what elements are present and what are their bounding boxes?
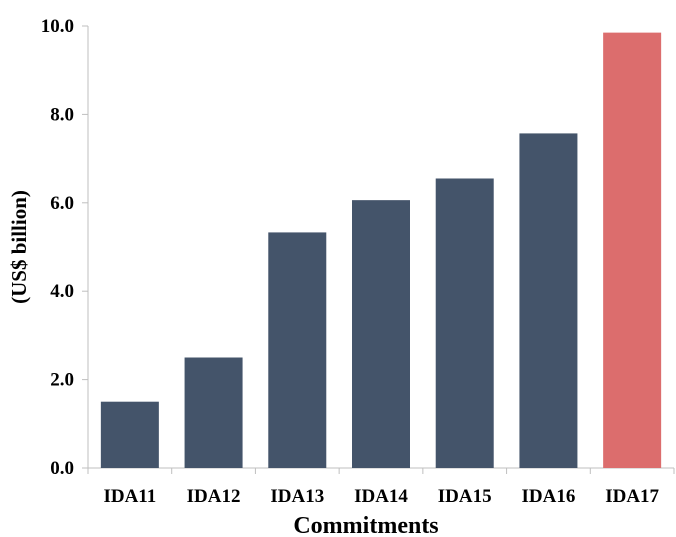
x-tick-label: IDA16 (522, 486, 576, 507)
y-tick-label: 8.0 (50, 104, 74, 125)
bars (100, 32, 662, 469)
bar-ida16 (519, 133, 578, 468)
x-axis-title: Commitments (293, 513, 438, 537)
x-axis-ticks: IDA11 IDA12 IDA13 IDA14 IDA15 IDA16 IDA17 (87, 468, 675, 507)
y-tick-label: 10.0 (41, 16, 74, 37)
bar-ida12 (184, 357, 243, 468)
y-tick-label: 6.0 (50, 193, 74, 214)
bar-ida14 (352, 200, 410, 468)
x-tick-label: IDA15 (438, 486, 492, 507)
y-axis-ticks: 0.0 2.0 4.0 6.0 8.0 10.0 (41, 16, 88, 479)
y-tick-label: 4.0 (50, 281, 74, 302)
y-axis-title: (US$ billion) (7, 190, 31, 304)
bar-ida11 (100, 401, 159, 468)
x-tick-label: IDA13 (270, 486, 324, 507)
x-tick-label: IDA11 (103, 486, 156, 507)
bar-ida13 (268, 232, 327, 468)
x-tick-label: IDA17 (605, 486, 659, 507)
y-tick-label: 2.0 (50, 370, 74, 391)
bar-ida17 (603, 32, 662, 468)
y-tick-label: 0.0 (50, 458, 74, 479)
x-tick-label: IDA12 (187, 486, 241, 507)
x-tick-label: IDA14 (354, 486, 408, 507)
bar-ida15 (435, 178, 494, 469)
